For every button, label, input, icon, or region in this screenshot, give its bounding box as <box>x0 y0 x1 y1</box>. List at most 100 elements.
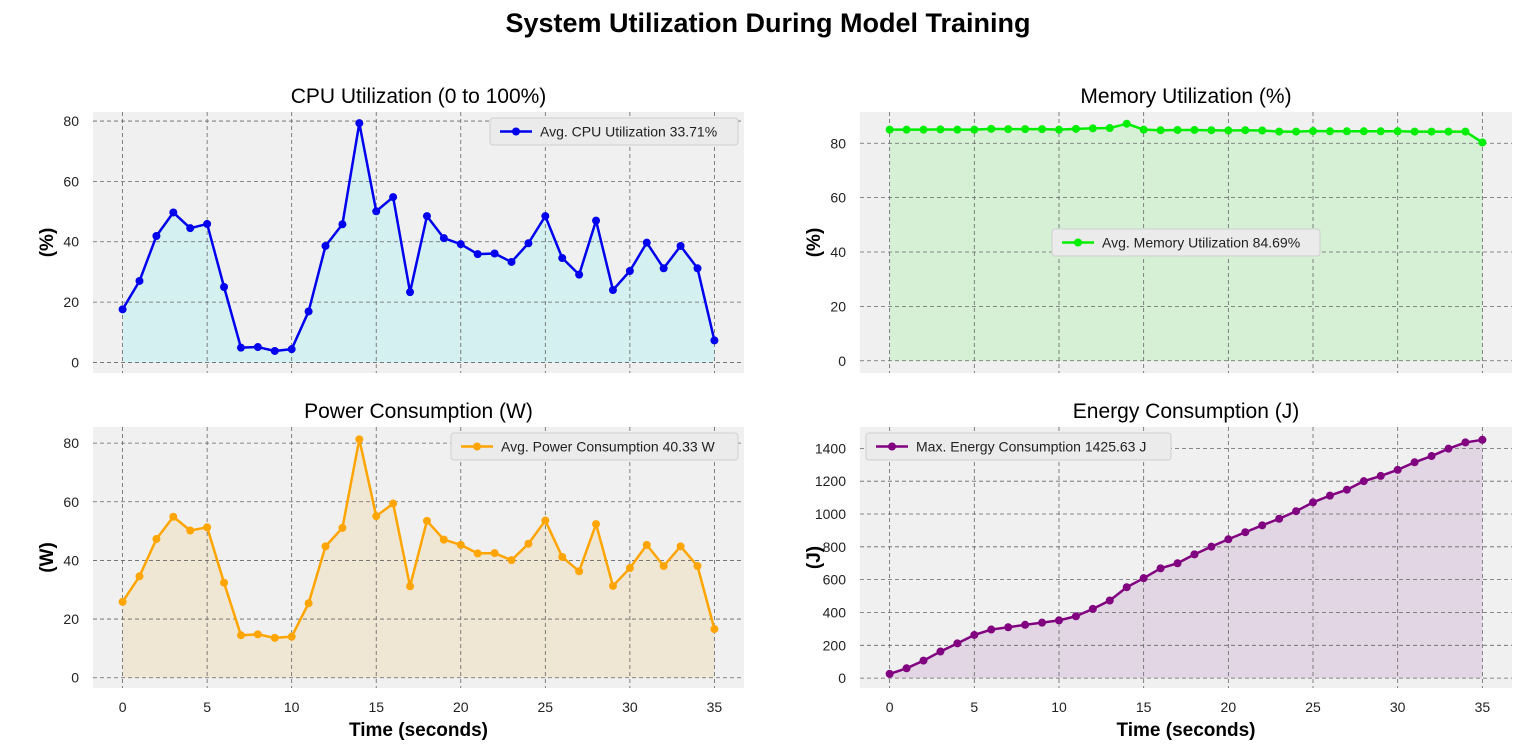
data-point <box>389 193 398 202</box>
data-point <box>1325 127 1334 136</box>
data-point <box>1275 127 1284 136</box>
y-tick-label: 20 <box>63 294 79 310</box>
data-point <box>1004 623 1013 632</box>
data-point <box>1207 126 1216 135</box>
data-point <box>642 540 651 549</box>
legend-label: Avg. Power Consumption 40.33 W <box>501 439 716 455</box>
data-point <box>169 208 178 217</box>
y-tick-label: 60 <box>63 494 79 510</box>
data-point <box>203 219 212 228</box>
x-tick-label: 10 <box>284 699 300 715</box>
y-tick-label: 1400 <box>815 440 846 456</box>
data-point <box>659 562 668 571</box>
data-point <box>507 257 516 266</box>
data-point <box>422 516 431 525</box>
data-point <box>372 512 381 521</box>
x-axis-label: Time (seconds) <box>349 720 488 741</box>
data-point <box>1325 491 1334 500</box>
data-point <box>1241 528 1250 537</box>
data-point <box>1139 125 1148 134</box>
data-point <box>558 552 567 561</box>
data-point <box>902 125 911 134</box>
legend-marker-swatch <box>473 442 481 451</box>
x-tick-label: 35 <box>1475 699 1491 715</box>
data-point <box>406 582 415 591</box>
x-tick-label: 5 <box>970 699 978 715</box>
data-point <box>1359 127 1368 136</box>
data-point <box>970 630 979 639</box>
data-point <box>1122 583 1131 592</box>
data-point <box>186 224 195 233</box>
data-point <box>659 264 668 273</box>
y-tick-label: 60 <box>830 190 846 206</box>
data-point <box>710 336 719 345</box>
legend-label: Avg. CPU Utilization 33.71% <box>540 124 717 140</box>
data-point <box>1004 125 1013 134</box>
data-point <box>1410 458 1419 467</box>
data-point <box>1427 452 1436 461</box>
y-axis-label: (J) <box>804 546 825 569</box>
data-point <box>1173 559 1182 568</box>
data-point <box>236 631 245 640</box>
x-tick-label: 30 <box>622 699 638 715</box>
legend-box <box>489 117 739 146</box>
data-point <box>1038 618 1047 627</box>
data-point <box>575 567 584 576</box>
data-point <box>1410 127 1419 136</box>
data-point <box>1309 127 1318 136</box>
legend: Avg. Memory Utilization 84.69% <box>1051 228 1321 257</box>
panel-title: Memory Utilization (%) <box>1080 85 1291 108</box>
data-point <box>1309 498 1318 507</box>
data-point <box>203 523 212 532</box>
data-point <box>439 234 448 243</box>
y-tick-label: 80 <box>63 435 79 451</box>
y-tick-label: 40 <box>63 552 79 568</box>
data-point <box>287 345 296 354</box>
data-point <box>592 520 601 529</box>
data-point <box>253 343 262 352</box>
figure-title: System Utilization During Model Training <box>505 8 1031 38</box>
data-point <box>338 220 347 229</box>
data-point <box>970 125 979 134</box>
data-point <box>1461 438 1470 447</box>
data-point <box>1292 127 1301 136</box>
legend: Avg. CPU Utilization 33.71% <box>489 117 739 146</box>
data-point <box>321 542 330 551</box>
data-point <box>1021 620 1030 629</box>
data-point <box>953 125 962 134</box>
legend-label: Avg. Memory Utilization 84.69% <box>1102 235 1300 251</box>
x-tick-label: 10 <box>1051 699 1067 715</box>
legend-box <box>1051 228 1321 257</box>
data-point <box>936 647 945 656</box>
data-point <box>473 250 482 259</box>
y-tick-label: 1000 <box>815 506 846 522</box>
data-point <box>541 212 550 221</box>
data-point <box>710 625 719 634</box>
legend-marker-swatch <box>1074 238 1082 247</box>
data-point <box>676 241 685 250</box>
data-point <box>1173 125 1182 134</box>
area-fill <box>122 123 715 363</box>
data-point <box>355 119 364 128</box>
y-tick-label: 0 <box>838 670 846 686</box>
data-point <box>118 305 127 314</box>
x-tick-label: 35 <box>707 699 723 715</box>
x-axis-label: Time (seconds) <box>1116 720 1255 741</box>
y-tick-label: 600 <box>823 572 847 588</box>
data-point <box>987 625 996 634</box>
y-axis-label: (W) <box>37 542 58 573</box>
data-point <box>885 125 894 134</box>
x-tick-label: 25 <box>1305 699 1321 715</box>
data-point <box>439 535 448 544</box>
data-point <box>338 523 347 532</box>
data-point <box>253 630 262 639</box>
data-point <box>1393 127 1402 136</box>
data-point <box>1105 596 1114 605</box>
data-point <box>490 549 499 558</box>
data-point <box>693 562 702 571</box>
y-tick-label: 400 <box>823 604 847 620</box>
data-point <box>1156 126 1165 135</box>
data-point <box>1478 435 1487 444</box>
data-point <box>541 516 550 525</box>
chart-panel-2: 0 20 40 60 80 Memory Utilization (%) (%) Avg. M… <box>804 85 1512 373</box>
